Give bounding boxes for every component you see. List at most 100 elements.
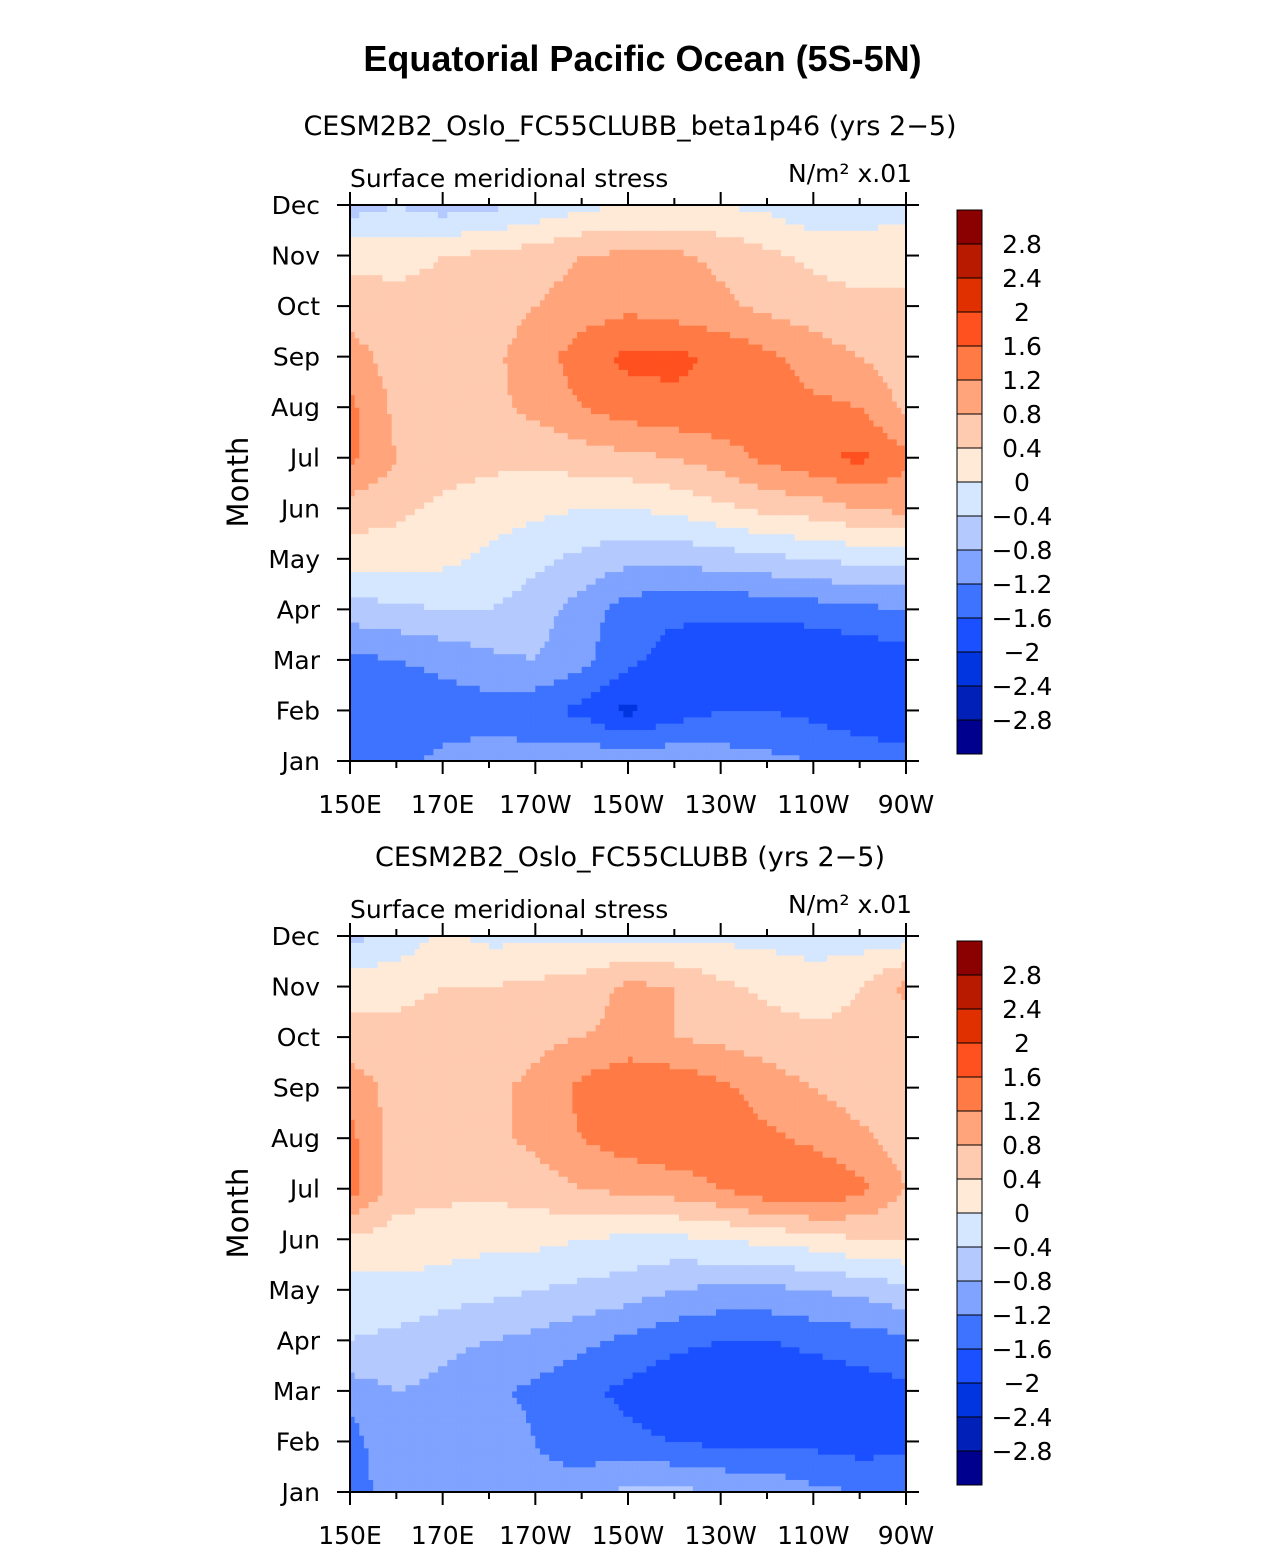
contour-cell bbox=[567, 622, 573, 629]
contour-cell bbox=[414, 653, 421, 661]
contour-cell bbox=[410, 685, 416, 693]
contour-cell bbox=[614, 552, 620, 560]
contour-cell bbox=[377, 501, 384, 509]
contour-cell bbox=[498, 533, 504, 541]
contour-cell bbox=[461, 716, 467, 724]
contour-cell bbox=[901, 520, 906, 528]
contour-cell bbox=[595, 691, 601, 699]
contour-cell bbox=[637, 716, 643, 724]
contour-cell bbox=[363, 603, 370, 610]
contour-cell bbox=[669, 508, 675, 516]
contour-cell bbox=[859, 615, 865, 623]
contour-cell bbox=[368, 457, 374, 465]
contour-cell bbox=[419, 584, 425, 592]
contour-cell bbox=[706, 729, 712, 737]
contour-cell bbox=[725, 691, 731, 699]
contour-cell bbox=[794, 697, 801, 705]
contour-cell bbox=[882, 704, 889, 712]
contour-cell bbox=[373, 666, 379, 674]
contour-cell bbox=[776, 640, 782, 648]
contour-cell bbox=[855, 704, 861, 712]
contour-cell bbox=[790, 546, 796, 554]
contour-cell bbox=[489, 571, 495, 579]
contour-cell bbox=[604, 748, 611, 756]
contour-cell bbox=[706, 571, 712, 579]
contour-cell bbox=[354, 653, 360, 661]
contour-cell bbox=[813, 571, 819, 579]
contour-cell bbox=[892, 640, 898, 648]
contour-cell bbox=[419, 609, 425, 617]
contour-cell bbox=[845, 571, 851, 579]
contour-cell bbox=[632, 609, 638, 617]
contour-cell bbox=[614, 685, 620, 693]
contour-cell bbox=[456, 653, 462, 661]
contour-cell bbox=[614, 710, 620, 718]
contour-cell bbox=[428, 609, 434, 617]
contour-cell bbox=[799, 596, 805, 604]
contour-cell bbox=[447, 729, 453, 737]
contour-cell bbox=[581, 748, 587, 756]
contour-cell bbox=[419, 634, 425, 642]
contour-cell bbox=[502, 609, 509, 617]
contour-cell bbox=[688, 678, 694, 686]
contour-cell bbox=[628, 546, 634, 554]
contour-cell bbox=[771, 552, 777, 560]
contour-cell bbox=[641, 552, 648, 560]
contour-cell bbox=[882, 558, 889, 566]
contour-cell bbox=[845, 754, 851, 761]
contour-cell bbox=[382, 565, 388, 573]
contour-cell bbox=[442, 552, 448, 560]
contour-cell bbox=[855, 710, 861, 718]
contour-cell bbox=[553, 603, 560, 610]
contour-cell bbox=[465, 691, 472, 699]
contour-cell bbox=[859, 672, 865, 680]
contour-cell bbox=[743, 527, 750, 535]
contour-cell bbox=[720, 520, 726, 528]
contour-cell bbox=[753, 539, 759, 547]
contour-cell bbox=[841, 716, 847, 724]
contour-cell bbox=[641, 685, 648, 693]
contour-cell bbox=[572, 685, 578, 693]
contour-cell bbox=[563, 527, 569, 535]
contour-cell bbox=[790, 571, 796, 579]
contour-cell bbox=[859, 508, 865, 516]
contour-cell bbox=[628, 571, 634, 579]
contour-cell bbox=[424, 577, 430, 585]
contour-cell bbox=[456, 464, 462, 471]
contour-cell bbox=[400, 697, 407, 705]
contour-cell bbox=[544, 514, 550, 522]
contour-cell bbox=[567, 659, 573, 667]
contour-cell bbox=[544, 603, 550, 610]
contour-cell bbox=[864, 735, 870, 743]
contour-cell bbox=[822, 691, 828, 699]
contour-cell bbox=[845, 603, 851, 610]
contour-cell bbox=[651, 533, 657, 541]
contour-cell bbox=[641, 603, 648, 610]
contour-cell bbox=[646, 647, 652, 655]
contour-cell bbox=[813, 609, 819, 617]
contour-cell bbox=[794, 672, 801, 680]
contour-cell bbox=[720, 647, 726, 655]
contour-cell bbox=[896, 710, 902, 718]
contour-cell bbox=[577, 685, 583, 693]
contour-cell bbox=[465, 735, 472, 743]
contour-cell bbox=[655, 565, 662, 573]
contour-cell bbox=[692, 539, 699, 547]
contour-cell bbox=[896, 584, 902, 592]
contour-cell bbox=[456, 483, 462, 490]
contour-cell bbox=[646, 565, 652, 573]
contour-cell bbox=[734, 539, 740, 547]
contour-cell bbox=[581, 647, 587, 655]
contour-cell bbox=[377, 710, 384, 718]
contour-cell bbox=[808, 628, 814, 636]
contour-cell bbox=[465, 685, 472, 693]
contour-cell bbox=[530, 678, 536, 686]
contour-cell bbox=[354, 691, 360, 699]
contour-cell bbox=[484, 565, 490, 573]
contour-cell bbox=[771, 596, 777, 604]
contour-cell bbox=[688, 704, 694, 712]
contour-cell bbox=[748, 672, 754, 680]
contour-cell bbox=[632, 520, 638, 528]
contour-cell bbox=[739, 508, 745, 516]
contour-cell bbox=[563, 672, 569, 680]
